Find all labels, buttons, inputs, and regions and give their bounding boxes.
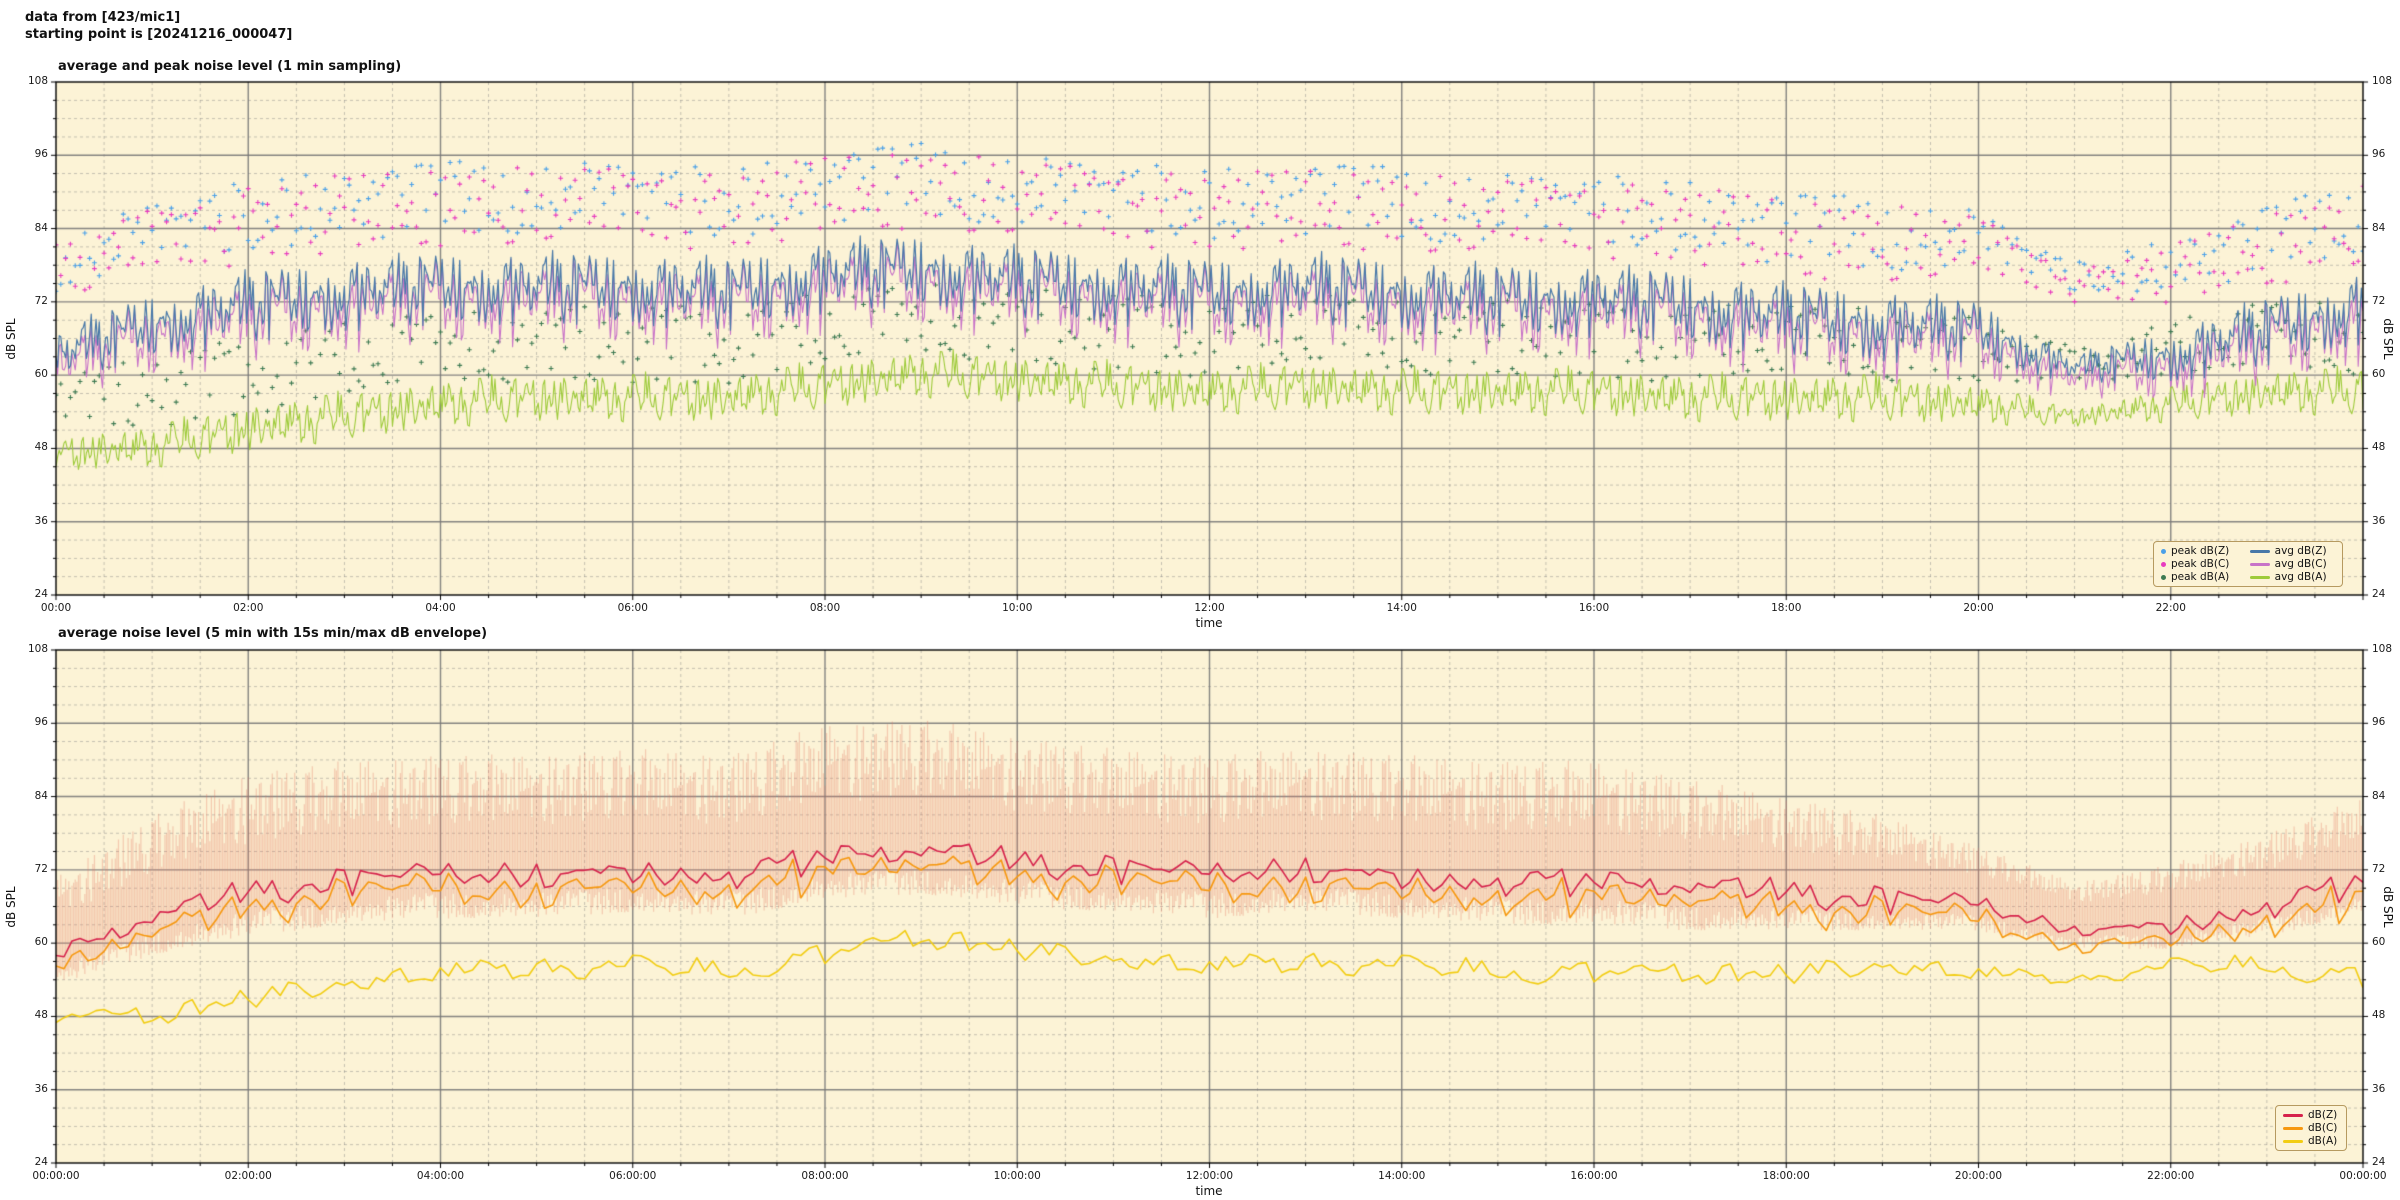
x-tick-label: 10:00:00 — [993, 1170, 1041, 1182]
chart2-yaxis-label-left: dB SPL — [4, 886, 18, 928]
y-tick-label-right: 72 — [2372, 294, 2386, 307]
y-tick-label-left: 60 — [34, 936, 48, 949]
chart2-title: average noise level (5 min with 15s min/… — [58, 626, 488, 641]
legend-label: peak dB(A) — [2171, 571, 2230, 583]
chart1-xaxis-label: time — [1195, 616, 1223, 630]
x-tick-label: 08:00:00 — [801, 1170, 849, 1182]
legend-label: dB(Z) — [2308, 1109, 2338, 1121]
x-tick-label: 08:00 — [809, 602, 841, 614]
y-tick-label-left: 24 — [34, 1156, 48, 1168]
chart2-yaxis-label-right: dB SPL — [2381, 886, 2395, 928]
legend-entry-avg-dba: avg dB(A) — [2249, 571, 2335, 583]
y-tick-label-left: 36 — [34, 514, 48, 527]
x-tick-label: 06:00 — [617, 602, 648, 614]
y-tick-label-right: 84 — [2372, 221, 2386, 234]
header-data-source: data from [423/mic1] — [25, 10, 181, 25]
x-tick-label: 02:00:00 — [224, 1170, 272, 1182]
legend-entry-avg-dbc: avg dB(C) — [2249, 558, 2335, 570]
x-tick-label: 00:00:00 — [2339, 1170, 2387, 1182]
x-tick-label: 20:00:00 — [1954, 1170, 2003, 1182]
avg-dbc-line-icon — [2249, 562, 2270, 566]
legend-label: peak dB(C) — [2171, 558, 2230, 570]
x-tick-label: 00:00 — [40, 602, 72, 614]
x-tick-label: 04:00:00 — [416, 1170, 465, 1182]
y-tick-label-left: 108 — [27, 643, 48, 655]
x-tick-label: 18:00:00 — [1762, 1170, 1810, 1182]
header-start-point: starting point is [20241216_000047] — [25, 27, 293, 42]
legend-label: avg dB(C) — [2274, 558, 2327, 570]
chart2-xaxis-label: time — [1195, 1184, 1223, 1198]
y-tick-label-left: 84 — [34, 789, 48, 802]
legend-entry-peak-dbc: peak dB(C) — [2161, 558, 2238, 570]
legend-label: dB(A) — [2308, 1135, 2338, 1147]
legend-entry-avg-dbz: avg dB(Z) — [2249, 545, 2335, 557]
x-tick-label: 16:00 — [1578, 602, 1610, 614]
x-tick-label: 10:00 — [1002, 602, 1033, 614]
x-tick-label: 14:00 — [1386, 602, 1417, 614]
y-tick-label-right: 60 — [2372, 936, 2386, 949]
y-tick-label-left: 84 — [34, 221, 48, 234]
x-tick-label: 12:00:00 — [1185, 1170, 1234, 1182]
legend-label: dB(C) — [2308, 1122, 2338, 1134]
x-tick-label: 00:00:00 — [32, 1170, 80, 1182]
y-tick-label-left: 36 — [34, 1082, 48, 1095]
legend-entry-dbc: dB(C) — [2283, 1122, 2339, 1134]
legend-entry-dba: dB(A) — [2283, 1135, 2339, 1147]
dbc-line-icon — [2283, 1126, 2303, 1130]
x-tick-label: 20:00 — [1963, 602, 1994, 614]
y-tick-label-left: 60 — [34, 368, 48, 381]
y-tick-label-left: 72 — [34, 294, 48, 307]
y-tick-label-left: 96 — [34, 716, 48, 729]
y-tick-label-left: 96 — [34, 148, 48, 161]
peak-dba-marker-icon — [2161, 574, 2166, 580]
x-tick-label: 16:00:00 — [1570, 1170, 1618, 1182]
x-tick-label: 22:00 — [2155, 602, 2186, 614]
avg-dbz-line-icon — [2249, 549, 2270, 553]
y-tick-label-left: 72 — [34, 862, 48, 875]
x-tick-label: 02:00 — [233, 602, 264, 614]
y-tick-label-left: 48 — [34, 441, 48, 454]
y-tick-label-right: 24 — [2372, 1156, 2386, 1168]
x-tick-label: 06:00:00 — [609, 1170, 657, 1182]
y-tick-label-right: 96 — [2372, 716, 2386, 729]
y-tick-label-right: 108 — [2372, 643, 2393, 655]
y-tick-label-right: 72 — [2372, 862, 2386, 875]
chart1-yaxis-label-left: dB SPL — [4, 318, 18, 360]
dba-line-icon — [2283, 1139, 2303, 1143]
legend-entry-peak-dbz: peak dB(Z) — [2161, 545, 2238, 557]
chart1-title: average and peak noise level (1 min samp… — [58, 59, 402, 74]
y-tick-label-right: 48 — [2372, 441, 2386, 454]
y-tick-label-right: 36 — [2372, 514, 2386, 527]
avg-dba-line-icon — [2249, 575, 2270, 579]
chart1-legend: peak dB(Z) avg dB(Z) peak dB(C) avg dB(C… — [2153, 541, 2343, 587]
y-tick-label-left: 108 — [27, 75, 48, 87]
legend-entry-peak-dba: peak dB(A) — [2161, 571, 2238, 583]
legend-label: peak dB(Z) — [2171, 545, 2230, 557]
legend-label: avg dB(A) — [2274, 571, 2327, 583]
x-tick-label: 12:00 — [1194, 602, 1225, 614]
y-tick-label-left: 48 — [34, 1009, 48, 1022]
peak-dbc-marker-icon — [2161, 561, 2166, 567]
dbz-line-icon — [2283, 1113, 2303, 1117]
peak-dbz-marker-icon — [2161, 548, 2166, 554]
legend-entry-dbz: dB(Z) — [2283, 1109, 2339, 1121]
y-tick-label-right: 96 — [2372, 148, 2386, 161]
x-tick-label: 04:00 — [425, 602, 456, 614]
y-tick-label-right: 60 — [2372, 368, 2386, 381]
x-tick-label: 22:00:00 — [2147, 1170, 2195, 1182]
chart2-legend: dB(Z) dB(C) dB(A) — [2275, 1105, 2347, 1151]
y-tick-label-right: 108 — [2372, 75, 2393, 87]
x-tick-label: 14:00:00 — [1378, 1170, 1426, 1182]
chart1-yaxis-label-right: dB SPL — [2381, 318, 2395, 360]
y-tick-label-right: 36 — [2372, 1082, 2386, 1095]
x-tick-label: 18:00 — [1771, 602, 1802, 614]
legend-label: avg dB(Z) — [2274, 545, 2327, 557]
y-tick-label-right: 48 — [2372, 1009, 2386, 1022]
y-tick-label-right: 84 — [2372, 789, 2386, 802]
y-tick-label-left: 24 — [34, 588, 48, 600]
y-tick-label-right: 24 — [2372, 588, 2386, 600]
